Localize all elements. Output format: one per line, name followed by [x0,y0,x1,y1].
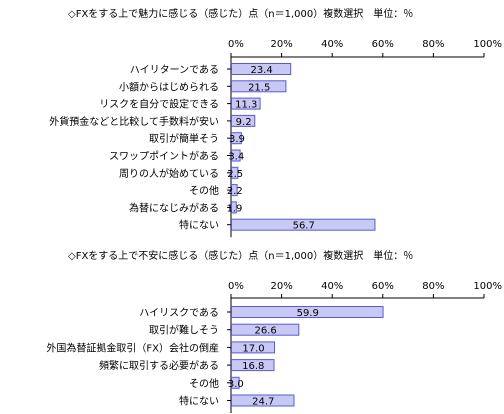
chart-2-value-label: 17.0 [242,343,264,354]
chart-1-value-label: 23.4 [250,65,272,76]
chart-2-title: ◇FXをする上で不安に感じる（感じた）点（n＝1,000）複数選択 単位：％ [68,249,413,262]
chart-2-category-label: ハイリスクである [139,307,219,319]
chart-1-value-label: 21.5 [248,82,270,93]
chart-1-value-label: 11.3 [235,100,257,111]
chart-2-bar [231,341,276,354]
chart-1-value-label: 56.7 [293,221,315,232]
chart-2-tick-label: 100% [473,281,502,292]
chart-2-tick-label: 60% [372,281,394,292]
chart-2-bar [231,376,240,389]
chart-1-tick-label: 100% [473,39,502,50]
chart-1-category-label: 取引が簡単そう [149,132,219,145]
chart-1-value-label: 2.2 [227,186,243,197]
chart-1-tick-label: 40% [321,39,343,50]
chart-2-category-label: 外国為替証拠金取引（FX）会社の倒産 [46,341,219,354]
chart-2-category-label: 頻繁に取引する必要がある [99,359,219,372]
chart-2-category-label: 特にない [179,396,219,408]
chart-2-value-label: 26.6 [255,326,277,337]
chart-1-category-label: 外貨預金などと比較して手数料が安い [49,115,219,128]
chart-1-bar [231,201,237,214]
chart-2-bar [231,394,295,407]
chart-1-tick-label: 80% [422,39,444,50]
chart-1-category-label: スワップポイントがある [109,150,219,163]
chart-1-bar [231,97,261,110]
chart-2-tick-label: 0% [228,281,244,292]
chart-2-tick-label: 40% [321,281,343,292]
chart-1-bar [231,184,238,197]
chart-1-bar [231,149,241,162]
chart-2-bar [231,306,384,318]
chart-1-bar [231,218,376,231]
chart-2-tick-label: 20% [270,281,292,292]
chart-1-category-label: その他 [189,184,219,197]
chart-1-value-label: 3.9 [229,134,245,145]
chart-1-bar [231,114,256,127]
chart-1-value-label: 3.4 [228,152,244,163]
chart-2-tick-label: 80% [422,281,444,292]
chart-1-bar [231,166,239,179]
chart-1-value-label: 9.2 [236,117,252,128]
chart-2-category-label: 取引が難しそう [149,324,219,337]
chart-2-value-label: 59.9 [297,308,319,319]
chart-1-category-label: 周りの人が始めている [119,167,219,180]
chart-1-tick-label: 60% [372,39,394,50]
chart-1-category-label: 小額からはじめられる [119,80,219,93]
chart-2-bar [231,359,275,372]
chart-1-value-label: 1.9 [226,203,242,214]
chart-1-tick-label: 0% [228,39,244,50]
chart-1-category-label: 特にない [179,220,219,232]
chart-2-value-label: 24.7 [252,397,274,408]
chart-2-value-label: 16.8 [242,361,264,372]
chart-1-bar [231,63,292,75]
chart-1-title: ◇FXをする上で魅力に感じる（感じた）点（n＝1,000）複数選択 単位：％ [68,7,413,20]
chart-1-value-label: 2.5 [227,169,243,180]
chart-1-category-label: 為替になじみがある [129,201,219,214]
chart-1-bar [231,132,242,145]
chart-2-category-label: その他 [189,377,219,390]
chart-2-value-label: 3.0 [228,379,244,390]
chart-1-bar [231,80,287,93]
chart-1-category-label: ハイリターンである [130,64,219,76]
chart-1-category-label: リスクを自分で設定できる [99,98,219,111]
chart-1-tick-label: 20% [270,39,292,50]
chart-2-bar [231,323,300,336]
